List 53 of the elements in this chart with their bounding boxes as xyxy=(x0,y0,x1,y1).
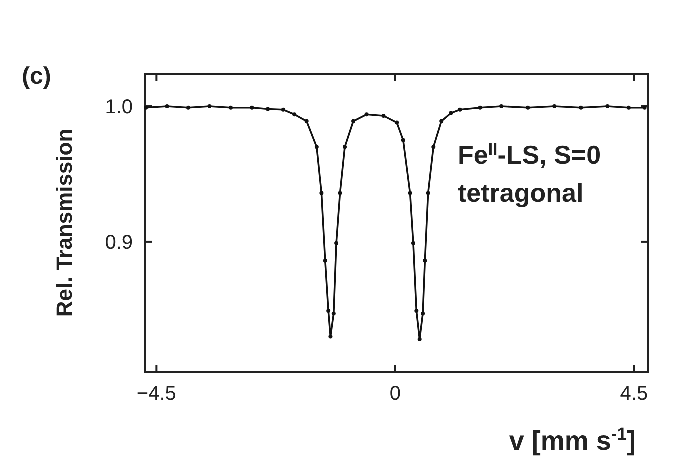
point xyxy=(320,191,324,196)
point xyxy=(314,145,319,150)
point xyxy=(606,104,610,109)
point xyxy=(332,312,336,316)
point xyxy=(449,111,454,116)
point xyxy=(423,258,428,263)
y-axis-title: Rel. Transmission xyxy=(52,128,77,318)
point xyxy=(352,119,356,124)
point xyxy=(228,106,233,110)
point xyxy=(382,114,386,118)
annotation: tetragonal xyxy=(458,178,584,208)
point xyxy=(414,309,419,314)
point xyxy=(186,106,191,110)
point xyxy=(626,106,631,110)
point xyxy=(401,138,406,142)
point xyxy=(458,108,462,112)
point xyxy=(418,337,422,342)
y-tick-label: 0.9 xyxy=(105,232,133,254)
point xyxy=(421,312,426,316)
point xyxy=(144,106,148,110)
x-tick-label: −4.5 xyxy=(136,383,176,405)
point xyxy=(338,191,342,196)
point xyxy=(642,106,647,110)
annotation: Fe$^{II}$-LS, S=0 xyxy=(458,140,602,170)
point xyxy=(432,145,436,150)
point xyxy=(500,104,504,109)
point xyxy=(426,191,430,196)
point xyxy=(266,107,270,112)
x-tick-label: 4.5 xyxy=(620,383,648,405)
point xyxy=(526,106,530,110)
point xyxy=(208,104,212,109)
point xyxy=(552,104,557,109)
point xyxy=(478,106,482,110)
chart-title: (c) xyxy=(22,63,52,90)
point xyxy=(323,258,328,263)
point xyxy=(395,120,400,125)
point xyxy=(579,106,584,110)
point xyxy=(281,108,286,112)
point xyxy=(326,309,331,314)
point xyxy=(343,145,348,150)
x-tick-label: 0 xyxy=(390,383,401,405)
point xyxy=(334,241,339,246)
point xyxy=(411,241,416,246)
y-tick-label: 1.0 xyxy=(105,96,133,119)
point xyxy=(328,334,333,339)
point xyxy=(304,119,309,124)
point xyxy=(165,104,170,109)
point xyxy=(440,119,444,124)
x-axis-title: v [mm s$^{-1}$] xyxy=(509,424,636,456)
point xyxy=(250,106,254,110)
point xyxy=(292,112,297,117)
point xyxy=(408,191,412,196)
point xyxy=(364,112,369,117)
